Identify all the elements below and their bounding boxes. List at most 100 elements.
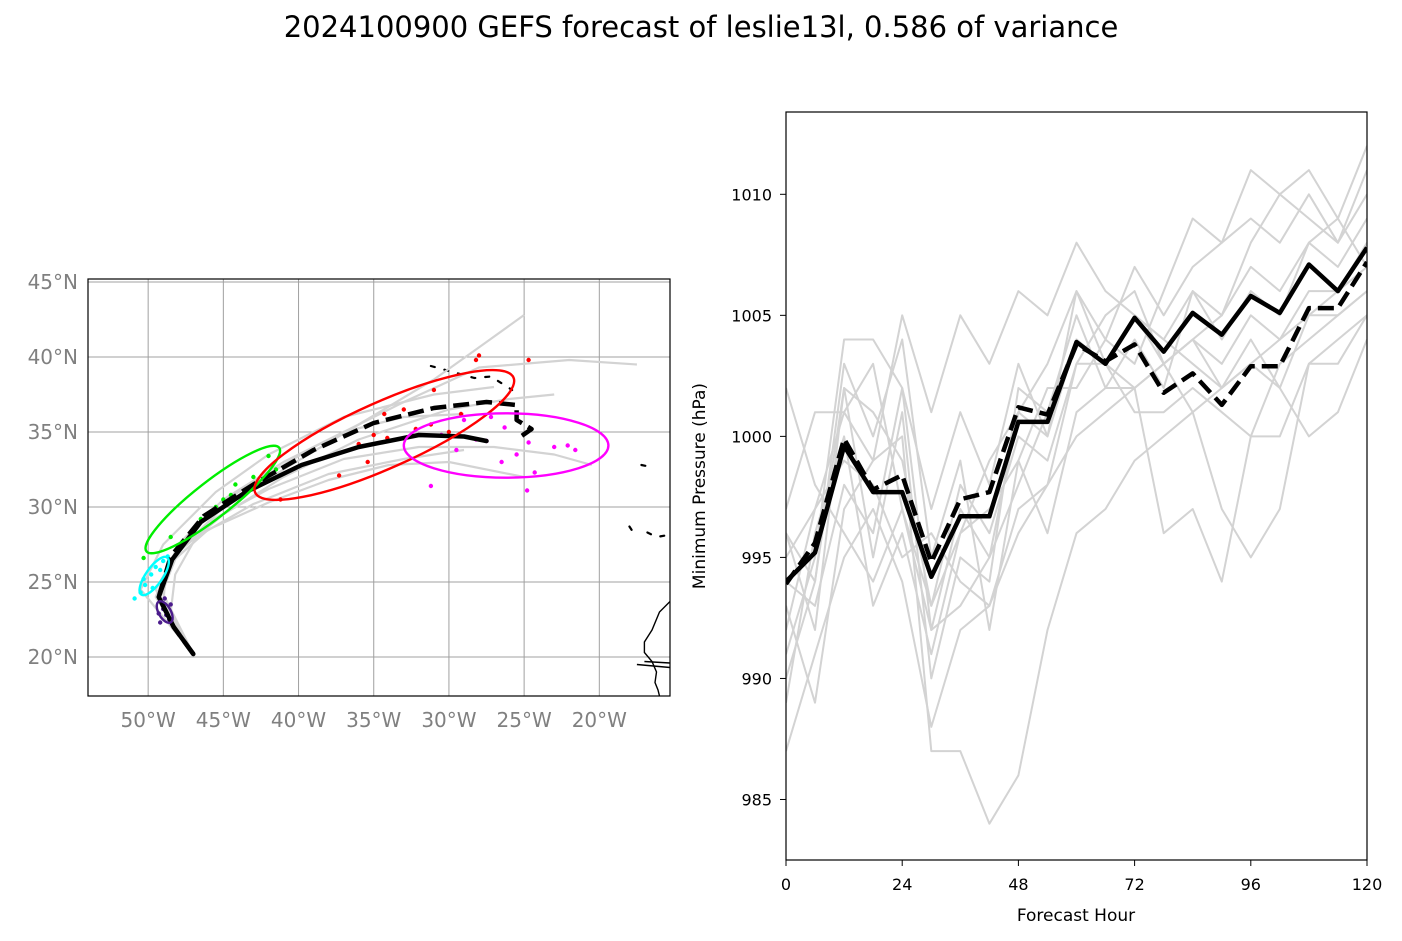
uncertainty-ellipse-stage_72 bbox=[253, 368, 516, 502]
coastline bbox=[636, 663, 670, 669]
member-position-stage_48 bbox=[168, 534, 173, 540]
x-tick-label: 48 bbox=[1008, 875, 1028, 894]
member-position-stage_24 bbox=[132, 596, 137, 601]
pressure-member-line bbox=[786, 217, 1367, 680]
mean-track-dashed bbox=[156, 399, 534, 656]
map-member-tracks bbox=[139, 314, 637, 655]
figure-title: 2024100900 GEFS forecast of leslie13l, 0… bbox=[283, 10, 1119, 44]
map-xtick-label: 25°W bbox=[497, 708, 552, 732]
member-position-stage_72 bbox=[431, 387, 437, 393]
coastline bbox=[644, 660, 670, 664]
uncertainty-ellipse-stage_96 bbox=[402, 412, 610, 479]
member-position-stage_96 bbox=[502, 425, 507, 430]
x-tick-label: 24 bbox=[892, 875, 912, 894]
member-position-stage_72 bbox=[382, 411, 387, 417]
member-position-stage_96 bbox=[526, 440, 531, 445]
member-position-stage_96 bbox=[514, 452, 519, 457]
member-position-stage_72 bbox=[526, 357, 531, 363]
member-position-stage_96 bbox=[565, 443, 570, 448]
uncertainty-ellipse-stage_0 bbox=[155, 599, 174, 625]
member-track bbox=[139, 385, 495, 655]
map-coastlines bbox=[429, 364, 670, 696]
member-position-stage_24 bbox=[158, 567, 163, 573]
map-ytick-label: 25°N bbox=[28, 570, 78, 594]
y-tick-label: 995 bbox=[741, 548, 772, 567]
member-position-stage_48 bbox=[251, 474, 256, 480]
pressure-member-line bbox=[786, 241, 1367, 510]
map-xtick-label: 40°W bbox=[271, 708, 326, 732]
map-ytick-label: 35°N bbox=[28, 420, 78, 444]
member-position-stage_96 bbox=[573, 447, 578, 453]
map-xtick-label: 20°W bbox=[572, 708, 627, 732]
island-madeira bbox=[640, 463, 650, 468]
member-position-stage_24 bbox=[142, 582, 148, 588]
x-axis-label: Forecast Hour bbox=[1017, 906, 1135, 926]
map-frame bbox=[87, 278, 671, 697]
member-position-stage_0 bbox=[168, 602, 173, 607]
pressure-member-lines bbox=[786, 145, 1367, 825]
map-xtick-label: 45°W bbox=[196, 708, 251, 732]
pressure-member-line bbox=[786, 290, 1367, 752]
member-position-stage_72 bbox=[371, 432, 376, 438]
member-track bbox=[162, 460, 525, 655]
pressure-frame bbox=[785, 111, 1368, 861]
map-xtick-label: 30°W bbox=[421, 708, 476, 732]
member-position-stage_72 bbox=[401, 407, 406, 412]
member-position-stage_72 bbox=[458, 411, 464, 417]
member-position-stage_24 bbox=[161, 558, 166, 564]
pressure-chart-panel: 0 24 48 72 96 120 985 990 995 1000 1005 1010 Foreca… bbox=[690, 111, 1382, 926]
y-tick-label: 1010 bbox=[731, 185, 772, 204]
member-position-stage_96 bbox=[488, 414, 494, 420]
map-ytick-label: 20°N bbox=[28, 645, 78, 669]
map-xtick-label: 35°W bbox=[346, 708, 401, 732]
pressure-member-line bbox=[786, 290, 1367, 631]
y-tick-label: 985 bbox=[741, 790, 772, 809]
pressure-member-line bbox=[786, 169, 1367, 703]
x-tick-label: 0 bbox=[781, 875, 791, 894]
member-position-stage_72 bbox=[365, 459, 370, 465]
pressure-ticks: 0 24 48 72 96 120 985 990 995 1000 1005 1010 bbox=[731, 185, 1382, 894]
member-position-stage_48 bbox=[141, 555, 146, 561]
member-position-stage_96 bbox=[461, 417, 467, 423]
island-canary-1 bbox=[628, 525, 637, 537]
y-tick-label: 990 bbox=[741, 669, 772, 688]
member-position-stage_96 bbox=[454, 447, 459, 453]
map-ytick-label: 30°N bbox=[28, 495, 78, 519]
map-mean-tracks bbox=[156, 399, 534, 657]
map-xtick-label: 50°W bbox=[121, 708, 176, 732]
member-position-stage_96 bbox=[552, 444, 557, 450]
uncertainty-ellipse-stage_48 bbox=[144, 444, 282, 555]
x-tick-label: 96 bbox=[1241, 875, 1261, 894]
map-member-positions bbox=[132, 353, 578, 625]
member-position-stage_48 bbox=[233, 482, 238, 487]
map-ytick-label: 40°N bbox=[28, 345, 78, 369]
member-position-stage_96 bbox=[428, 483, 434, 489]
track-map-panel: 50°W 45°W 40°W 35°W 30°W 25°W 20°W 20°N 25°N 30°N… bbox=[28, 270, 671, 732]
member-position-stage_24 bbox=[153, 564, 158, 570]
island-azores bbox=[429, 364, 514, 392]
member-position-stage_72 bbox=[446, 429, 452, 435]
member-position-stage_48 bbox=[266, 453, 271, 459]
member-position-stage_72 bbox=[336, 473, 342, 478]
pressure-mean-solid bbox=[786, 246, 1367, 584]
member-position-stage_96 bbox=[524, 488, 530, 493]
pressure-member-line bbox=[786, 145, 1367, 631]
coastline bbox=[643, 601, 670, 696]
y-tick-label: 1005 bbox=[731, 306, 772, 325]
map-ytick-label: 45°N bbox=[28, 270, 78, 294]
y-axis-label: Minimum Pressure (hPa) bbox=[690, 383, 710, 589]
pressure-member-line bbox=[786, 266, 1367, 631]
y-tick-label: 1000 bbox=[731, 427, 772, 446]
member-position-stage_24 bbox=[149, 572, 154, 577]
member-position-stage_72 bbox=[476, 353, 482, 358]
member-position-stage_96 bbox=[532, 470, 537, 475]
member-track bbox=[169, 448, 465, 655]
member-position-stage_0 bbox=[158, 620, 163, 625]
uncertainty-ellipse-stage_24 bbox=[138, 555, 171, 597]
member-position-stage_96 bbox=[499, 459, 504, 465]
map-uncertainty-ellipses bbox=[138, 368, 610, 625]
pressure-mean-dashed bbox=[786, 260, 1367, 586]
pressure-member-line bbox=[786, 314, 1367, 607]
pressure-mean-lines bbox=[786, 246, 1367, 586]
